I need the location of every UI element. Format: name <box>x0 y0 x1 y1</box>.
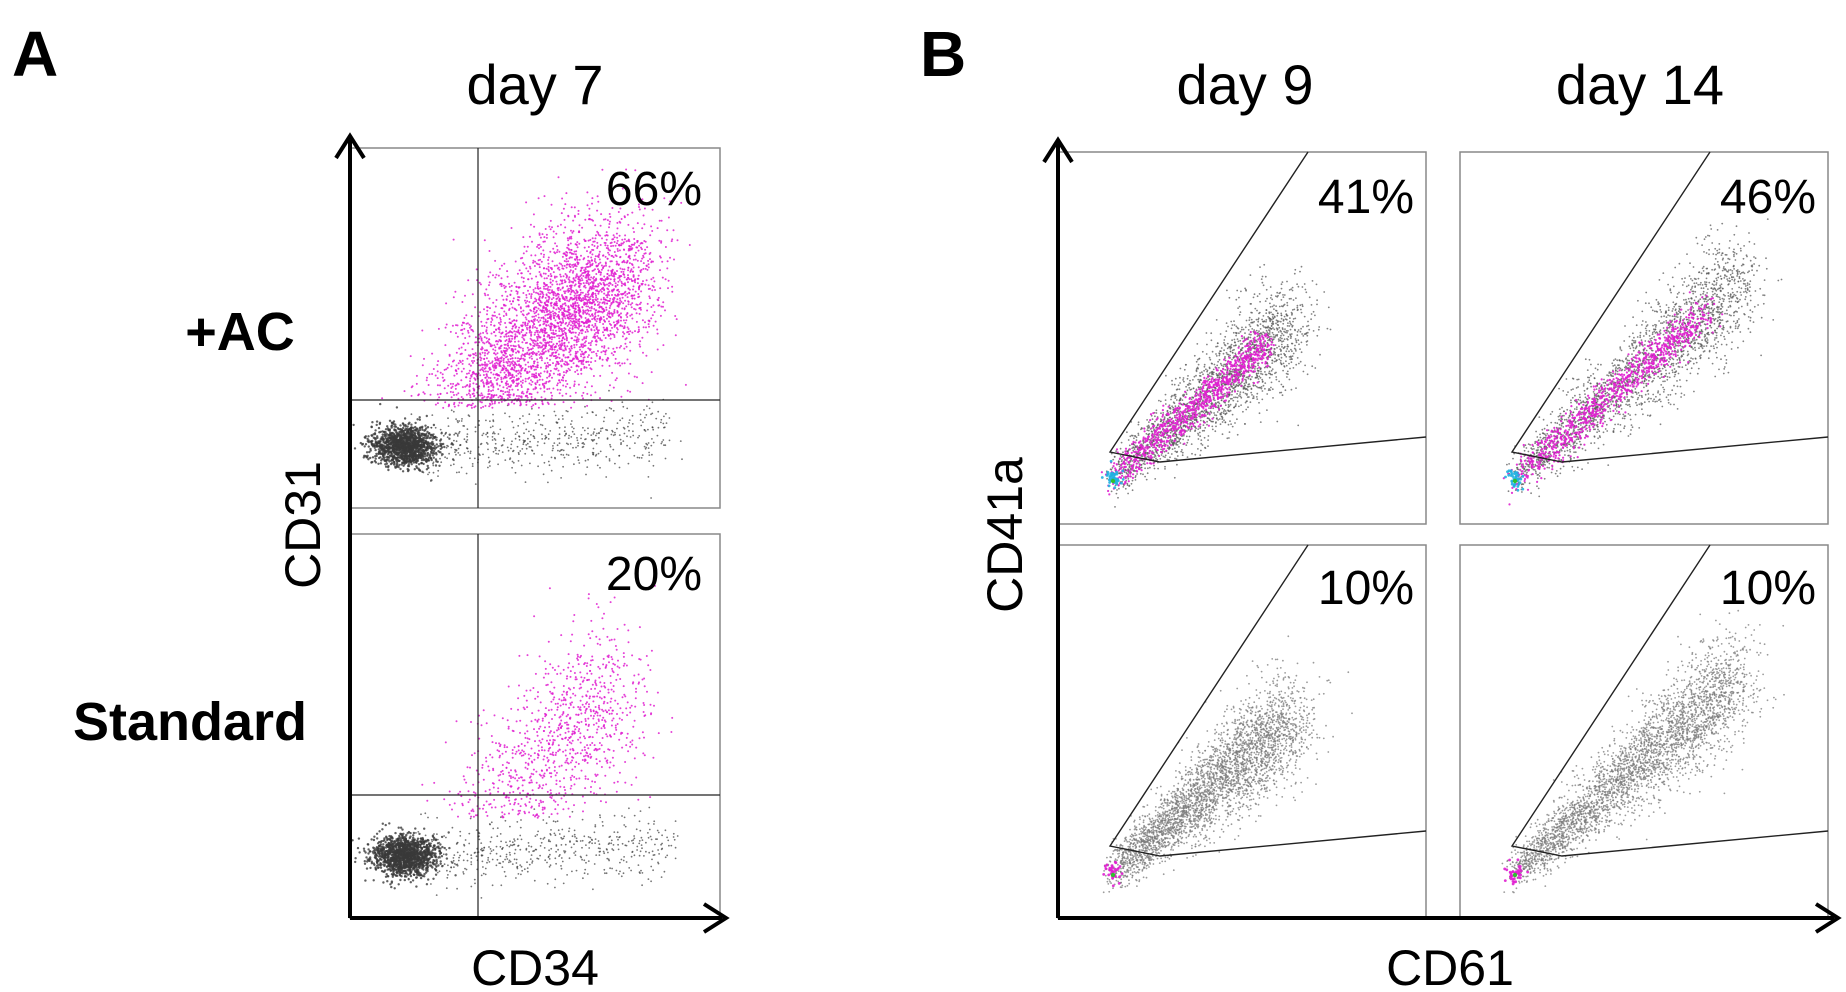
panel-a-top-percent: 66% <box>606 163 702 216</box>
panel-b-y-axis-arrowhead <box>1042 136 1074 164</box>
panel-a-title: day 7 <box>467 53 604 116</box>
panel-b-y-label: CD41a <box>977 457 1033 613</box>
panel-b: 41% 46% 10% 10% CD61 CD41a <box>977 136 1842 992</box>
panel-a-y-axis-arrowhead <box>334 132 366 160</box>
panel-a-x-axis-arrowhead <box>702 902 730 934</box>
panel-b-plot-3-percent: 10% <box>1318 562 1414 615</box>
panel-a-plot-top-events <box>352 168 691 499</box>
panel-a: 66% 20% +AC Standard CD34 CD31 <box>73 132 730 992</box>
panel-b-plot-2-frame <box>1459 151 1829 525</box>
panel-b-letter: B <box>920 18 966 90</box>
gate-polygon <box>1510 151 1829 463</box>
gate-polygon <box>1108 151 1427 463</box>
panel-a-row-label-top: +AC <box>185 302 295 362</box>
panel-b-plot-3-events <box>1102 635 1353 894</box>
panel-a-bottom-percent: 20% <box>606 548 702 601</box>
panel-b-col-title-1: day 9 <box>1177 53 1314 116</box>
panel-a-letter: A <box>12 18 58 90</box>
panel-b-plot-1-events <box>1100 263 1332 508</box>
panel-b-x-label: CD61 <box>1386 940 1514 992</box>
panel-a-plot-bottom-events <box>351 584 679 899</box>
panel-b-plot-4-percent: 10% <box>1720 562 1816 615</box>
panel-b-x-axis-arrowhead <box>1814 902 1842 934</box>
panel-a-row-label-bottom: Standard <box>73 692 307 752</box>
gate-polygon <box>1108 544 1427 857</box>
panel-b-gates <box>1108 151 1829 857</box>
panel-b-plot-1-percent: 41% <box>1318 171 1414 224</box>
panel-b-col-title-2: day 14 <box>1556 53 1724 116</box>
panel-b-plot-2-percent: 46% <box>1720 171 1816 224</box>
panel-a-y-label: CD31 <box>275 461 331 589</box>
panel-a-x-label: CD34 <box>471 940 599 992</box>
gate-polygon <box>1510 544 1829 857</box>
panel-b-plot-2-events <box>1502 201 1783 506</box>
panel-b-plot-4-events <box>1501 609 1785 894</box>
